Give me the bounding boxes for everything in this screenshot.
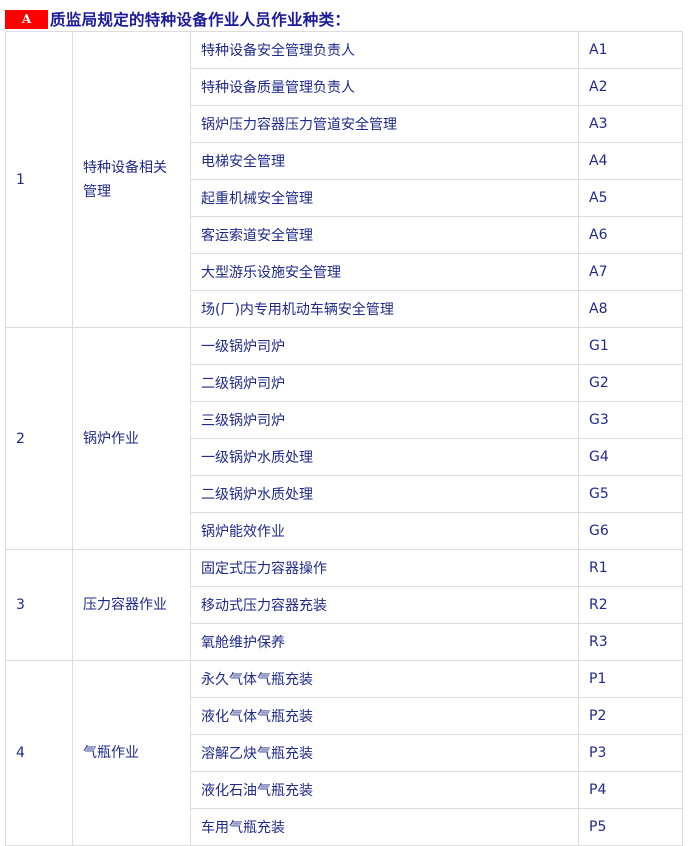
table-row: 场(厂)内专用机动车辆安全管理 A8 xyxy=(6,290,683,328)
operation-name: 移动式压力容器充装 xyxy=(190,586,579,624)
group-category: 锅炉作业 xyxy=(72,327,191,550)
table-row: 三级锅炉司炉 G3 xyxy=(6,401,683,439)
operation-code: P3 xyxy=(578,734,683,772)
section-heading: A 质监局规定的特种设备作业人员作业种类： xyxy=(5,8,350,30)
operation-name: 特种设备安全管理负责人 xyxy=(190,31,579,69)
operation-code: G4 xyxy=(578,438,683,476)
operation-code: R1 xyxy=(578,549,683,587)
table-row: 特种设备质量管理负责人 A2 xyxy=(6,68,683,106)
operation-code: A8 xyxy=(578,290,683,328)
table-row: 溶解乙炔气瓶充装 P3 xyxy=(6,734,683,772)
group-category: 压力容器作业 xyxy=(72,549,191,661)
operation-code: A1 xyxy=(578,31,683,69)
section-title: 质监局规定的特种设备作业人员作业种类： xyxy=(50,11,351,29)
table-row: 二级锅炉水质处理 G5 xyxy=(6,475,683,513)
operation-name: 二级锅炉水质处理 xyxy=(190,475,579,513)
table-row: 移动式压力容器充装 R2 xyxy=(6,586,683,624)
table-row: 氧舱维护保养 R3 xyxy=(6,623,683,661)
operation-code: G5 xyxy=(578,475,683,513)
operation-types-table: 1 特种设备相关管理 特种设备安全管理负责人 A1 特种设备质量管理负责人 A2 锅炉压力容… xyxy=(5,31,683,846)
operation-code: P4 xyxy=(578,771,683,809)
operation-name: 永久气体气瓶充装 xyxy=(190,660,579,698)
operation-code: P2 xyxy=(578,697,683,735)
operation-code: G3 xyxy=(578,401,683,439)
table-row: 2 锅炉作业 一级锅炉司炉 G1 xyxy=(5,327,683,550)
operation-name: 一级锅炉水质处理 xyxy=(190,438,579,476)
table-row: 液化石油气瓶充装 P4 xyxy=(6,771,683,809)
operation-name: 客运索道安全管理 xyxy=(190,216,579,254)
operation-code: G1 xyxy=(578,327,683,365)
operation-code: A6 xyxy=(578,216,683,254)
operation-code: P5 xyxy=(578,808,683,846)
table-row: 客运索道安全管理 A6 xyxy=(6,216,683,254)
operation-name: 三级锅炉司炉 xyxy=(190,401,579,439)
table-row: 1 特种设备相关管理 特种设备安全管理负责人 A1 xyxy=(5,31,683,328)
table-row: 起重机械安全管理 A5 xyxy=(6,179,683,217)
operation-name: 车用气瓶充装 xyxy=(190,808,579,846)
operation-name: 一级锅炉司炉 xyxy=(190,327,579,365)
operation-name: 溶解乙炔气瓶充装 xyxy=(190,734,579,772)
operation-name: 大型游乐设施安全管理 xyxy=(190,253,579,291)
operation-name: 氧舱维护保养 xyxy=(190,623,579,661)
operation-name: 液化石油气瓶充装 xyxy=(190,771,579,809)
operation-name: 锅炉压力容器压力管道安全管理 xyxy=(190,105,579,143)
operation-code: G2 xyxy=(578,364,683,402)
operation-code: R2 xyxy=(578,586,683,624)
table-row: 大型游乐设施安全管理 A7 xyxy=(6,253,683,291)
operation-code: A7 xyxy=(578,253,683,291)
group-number: 2 xyxy=(5,327,73,550)
operation-name: 场(厂)内专用机动车辆安全管理 xyxy=(190,290,579,328)
table-row: 锅炉能效作业 G6 xyxy=(6,512,683,550)
table-row: 液化气体气瓶充装 P2 xyxy=(6,697,683,735)
operation-code: G6 xyxy=(578,512,683,550)
operation-code: R3 xyxy=(578,623,683,661)
group-number: 3 xyxy=(5,549,73,661)
table-row: 4 气瓶作业 永久气体气瓶充装 P1 xyxy=(5,660,683,846)
group-number: 1 xyxy=(5,31,73,328)
group-category: 特种设备相关管理 xyxy=(72,31,191,328)
operation-code: A3 xyxy=(578,105,683,143)
operation-code: A5 xyxy=(578,179,683,217)
operation-name: 二级锅炉司炉 xyxy=(190,364,579,402)
table-row: 电梯安全管理 A4 xyxy=(6,142,683,180)
table-row: 锅炉压力容器压力管道安全管理 A3 xyxy=(6,105,683,143)
table-row: 二级锅炉司炉 G2 xyxy=(6,364,683,402)
operation-code: A2 xyxy=(578,68,683,106)
operation-name: 液化气体气瓶充装 xyxy=(190,697,579,735)
group-category: 气瓶作业 xyxy=(72,660,191,846)
table-row: 3 压力容器作业 固定式压力容器操作 R1 xyxy=(5,549,683,661)
group-number: 4 xyxy=(5,660,73,846)
operation-name: 固定式压力容器操作 xyxy=(190,549,579,587)
operation-name: 起重机械安全管理 xyxy=(190,179,579,217)
operation-code: P1 xyxy=(578,660,683,698)
section-badge: A xyxy=(5,9,48,29)
operation-name: 锅炉能效作业 xyxy=(190,512,579,550)
operation-code: A4 xyxy=(578,142,683,180)
operation-name: 特种设备质量管理负责人 xyxy=(190,68,579,106)
operation-name: 电梯安全管理 xyxy=(190,142,579,180)
